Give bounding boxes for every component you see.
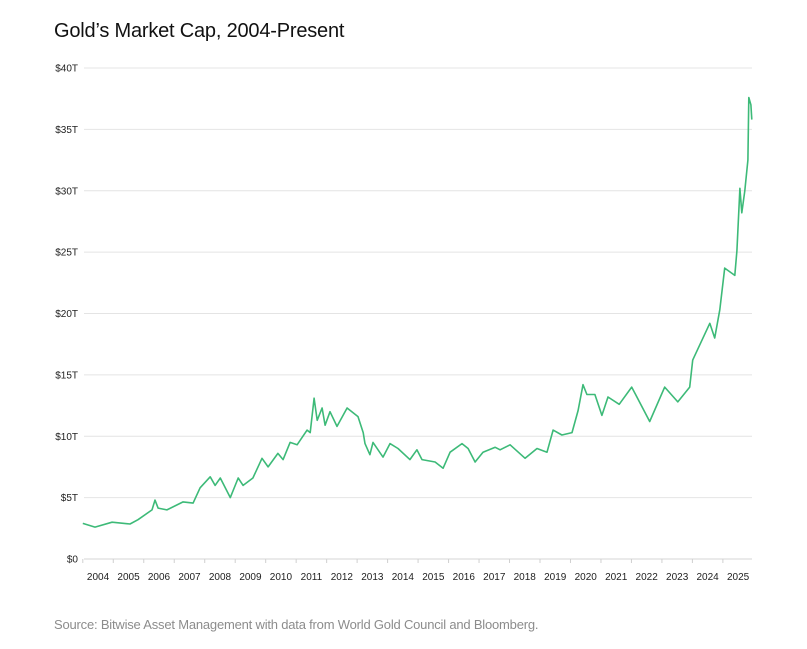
y-tick-label: $0: [67, 555, 79, 566]
x-tick-label: 2005: [117, 572, 140, 583]
x-tick-label: 2004: [87, 572, 110, 583]
y-tick-label: $30T: [55, 186, 78, 197]
x-tick-label: 2007: [178, 572, 201, 583]
x-tick-label: 2008: [209, 572, 232, 583]
x-tick-label: 2011: [301, 572, 323, 583]
x-tick-label: 2024: [697, 572, 720, 583]
x-tick-label: 2010: [270, 572, 293, 583]
x-tick-label: 2014: [392, 572, 415, 583]
y-tick-label: $10T: [55, 432, 78, 443]
market-cap-line: [82, 96, 753, 528]
y-tick-label: $20T: [55, 309, 78, 320]
x-tick-label: 2019: [544, 572, 567, 583]
chart-source-note: Source: Bitwise Asset Management with da…: [54, 617, 539, 632]
chart-title: Gold’s Market Cap, 2004-Present: [54, 20, 345, 42]
x-tick-label: 2020: [575, 572, 598, 583]
y-tick-label: $25T: [55, 248, 78, 259]
x-tick-label: 2021: [605, 572, 628, 583]
x-tick-label: 2018: [514, 572, 537, 583]
x-tick-label: 2015: [422, 572, 445, 583]
y-tick-label: $5T: [61, 493, 78, 504]
x-tick-label: 2013: [361, 572, 384, 583]
x-tick-label: 2006: [148, 572, 171, 583]
y-tick-label: $35T: [55, 125, 78, 136]
x-tick-label: 2022: [636, 572, 659, 583]
x-tick-label: 2016: [453, 572, 476, 583]
x-tick-label: 2017: [483, 572, 506, 583]
x-tick-label: 2009: [239, 572, 262, 583]
x-tick-label: 2025: [727, 572, 750, 583]
x-tick-label: 2023: [666, 572, 689, 583]
x-tick-label: 2012: [331, 572, 354, 583]
y-tick-label: $40T: [55, 64, 78, 75]
y-tick-label: $15T: [55, 370, 78, 381]
